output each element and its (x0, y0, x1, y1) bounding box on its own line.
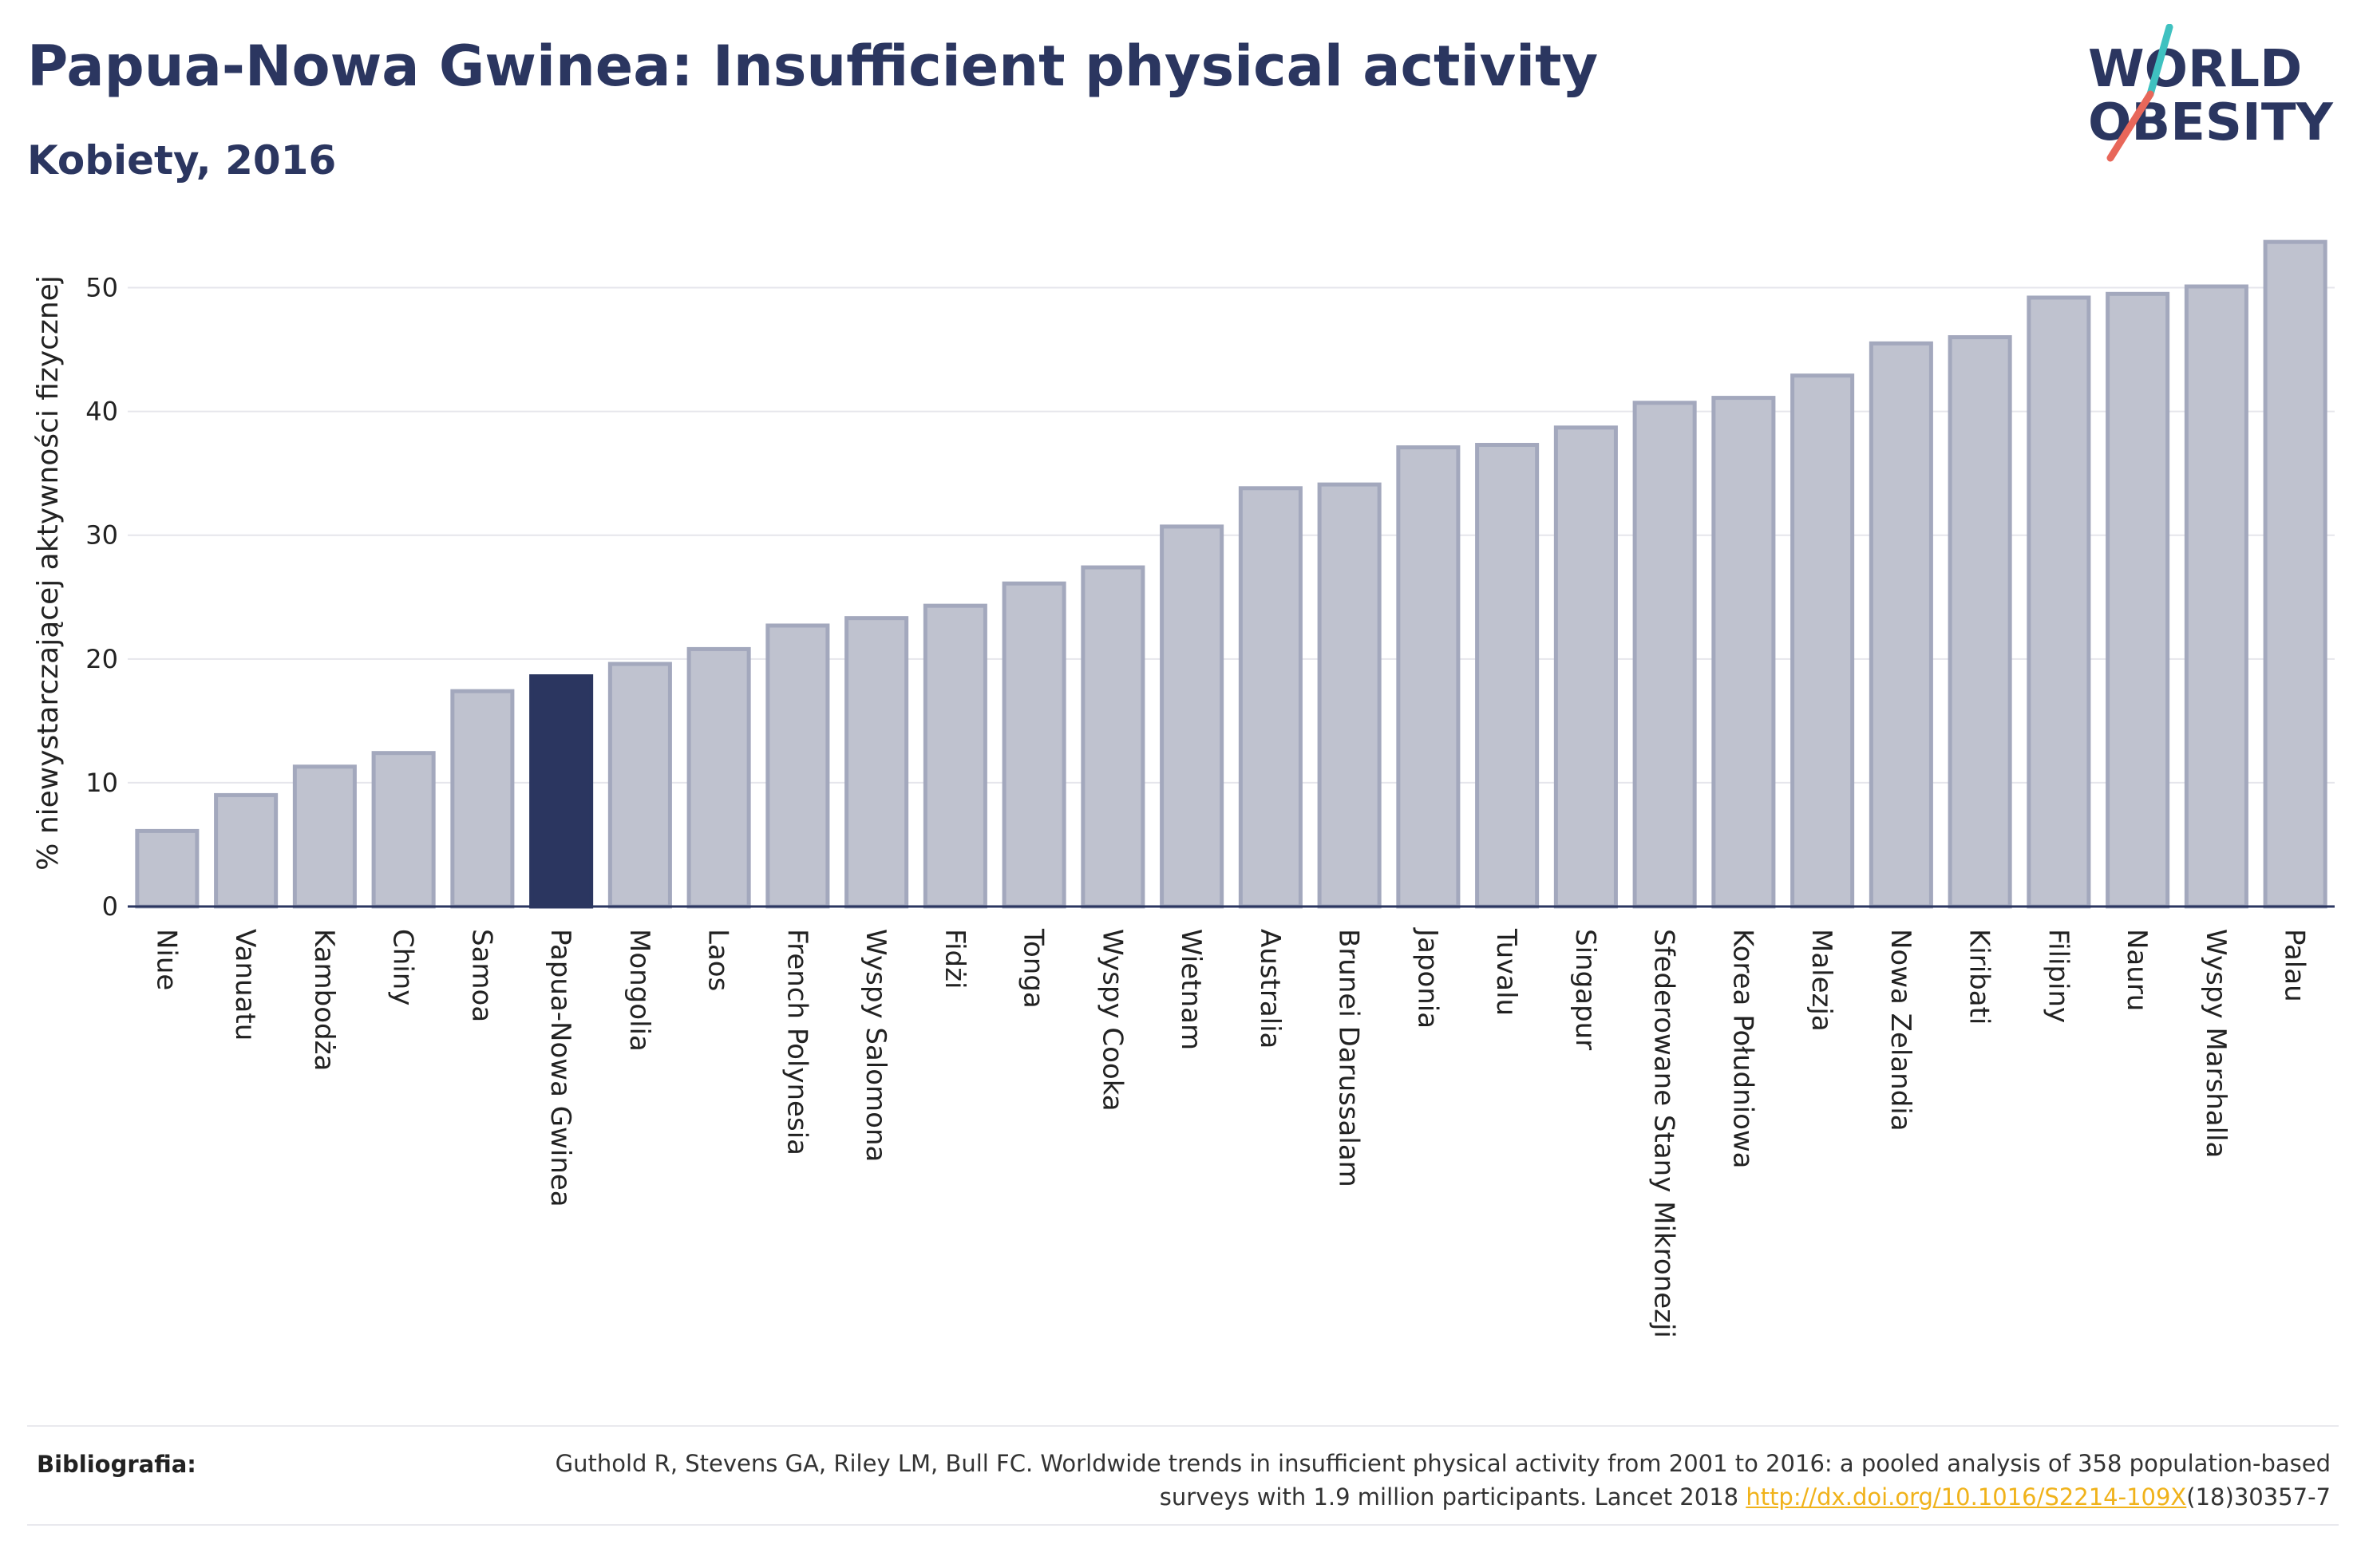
y-tick-label: 10 (85, 768, 118, 798)
x-tick-label: Mongolia (623, 929, 655, 1052)
bar (686, 646, 751, 909)
x-tick-label: Wyspy Cooka (1096, 929, 1128, 1112)
bar (1081, 565, 1145, 909)
x-tick-label: Vanuatu (229, 929, 261, 1041)
footer-divider-top (27, 1425, 2339, 1427)
footer-divider-bottom (27, 1524, 2339, 1526)
citation-suffix: (18)30357-7 (2186, 1483, 2331, 1511)
bar (1317, 482, 1382, 909)
x-tick-label: Nauru (2121, 929, 2153, 1011)
bar (1711, 396, 1776, 909)
x-tick-label: Korea Południowa (1726, 929, 1758, 1169)
y-tick-label: 0 (102, 891, 118, 922)
bar (371, 751, 436, 909)
bar (1002, 581, 1066, 909)
x-tick-label: Samoa (465, 929, 497, 1022)
bar (1238, 486, 1303, 909)
bar (1396, 445, 1461, 909)
x-tick-label: Brunei Darussalam (1333, 929, 1365, 1187)
page-subtitle: Kobiety, 2016 (27, 137, 337, 184)
bibliography-citation: Guthold R, Stevens GA, Riley LM, Bull FC… (495, 1447, 2331, 1514)
x-tick-label: Kiribati (1964, 929, 1995, 1025)
world-obesity-logo: WORLD OBESITY (2088, 24, 2333, 162)
x-tick-label: Wietnam (1175, 929, 1207, 1050)
x-tick-label: Nowa Zelandia (1884, 929, 1916, 1132)
x-tick-label: Wyspy Salomona (860, 929, 892, 1162)
logo-line1: WORLD (2088, 40, 2302, 99)
x-tick-label: French Polynesia (781, 929, 813, 1155)
bar (1553, 425, 1618, 909)
bar (214, 792, 279, 909)
y-tick-label: 40 (85, 397, 118, 427)
x-tick-label: Kambodża (308, 929, 340, 1071)
citation-text: Guthold R, Stevens GA, Riley LM, Bull FC… (555, 1450, 2331, 1511)
x-tick-label: Filipiny (2042, 929, 2074, 1023)
bar (1869, 341, 1933, 909)
doi-link[interactable]: http://dx.doi.org/10.1016/S2214-109X (1746, 1483, 2187, 1511)
x-tick-label: Chiny (387, 929, 419, 1005)
bar (765, 623, 830, 909)
x-tick-label: Australia (1254, 929, 1286, 1049)
x-tick-label: Malezja (1805, 929, 1837, 1032)
bar (1790, 373, 1855, 909)
bar (607, 662, 672, 909)
x-tick-label: Wyspy Marshalla (2200, 929, 2232, 1158)
y-tick-label: 30 (85, 520, 118, 551)
x-tick-label: Papua-Nowa Gwinea (544, 929, 576, 1207)
bar (529, 674, 594, 909)
bar (844, 616, 909, 909)
bar (1475, 443, 1540, 909)
x-tick-label: Laos (702, 929, 734, 991)
bar (2027, 295, 2091, 909)
x-tick-label: Palau (2279, 929, 2311, 1002)
bar (2106, 291, 2170, 909)
x-tick-label: Tonga (1018, 928, 1050, 1009)
x-tick-label: Niue (150, 929, 182, 990)
bar (450, 689, 515, 909)
bar (292, 764, 357, 909)
bar (135, 828, 200, 909)
bar (923, 603, 987, 909)
x-tick-label: Tuvalu (1490, 928, 1522, 1016)
bar-chart: 0 10 20 30 40 50 % niewystarczającej aktywnośc… (32, 239, 2335, 1338)
y-axis-label: % niewystarczającej aktywności fizycznej (32, 275, 65, 871)
x-tick-label: Singapur (1569, 929, 1601, 1050)
y-tick-label: 20 (85, 644, 118, 674)
x-tick-label: Fidżi (939, 929, 971, 989)
bar (1632, 401, 1697, 909)
page-title: Papua-Nowa Gwinea: Insufficient physical… (27, 34, 1599, 99)
y-tick-label: 50 (85, 273, 118, 303)
x-tick-label: Sfederowane Stany Mikronezji (1648, 929, 1680, 1338)
x-tick-label: Japonia (1411, 927, 1443, 1029)
bar (2184, 284, 2248, 909)
bibliography-label: Bibliografia: (37, 1451, 196, 1478)
bar (1948, 335, 2012, 909)
bar (1160, 524, 1224, 909)
bar (2263, 239, 2327, 909)
